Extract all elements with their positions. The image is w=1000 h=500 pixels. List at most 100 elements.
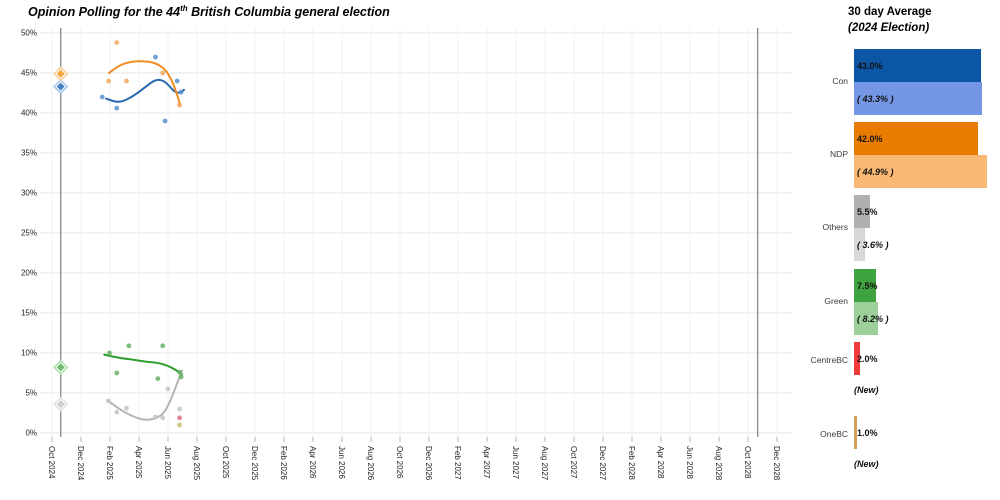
x-tick-label: Apr 2028 xyxy=(656,446,665,479)
y-tick-label: 30% xyxy=(21,189,37,198)
poll-point-ndp xyxy=(177,102,183,108)
poll-point-con xyxy=(153,54,158,60)
x-tick-label: Apr 2027 xyxy=(482,446,491,479)
x-tick-label: Dec 2028 xyxy=(772,446,781,481)
x-tick-label: Oct 2027 xyxy=(569,446,578,479)
x-tick-label: Aug 2025 xyxy=(192,446,201,481)
x-tick-label: Dec 2024 xyxy=(76,446,85,481)
chart-title-suffix: British Columbia general election xyxy=(187,5,390,20)
poll-point-others xyxy=(153,414,158,420)
party-label-others: Others xyxy=(822,222,848,232)
avg-bar-onebc: 1.0% xyxy=(854,416,878,449)
avg-value-label: 5.5% xyxy=(857,206,878,217)
avg-value-label: 1.0% xyxy=(857,427,878,438)
poll-point-onebc xyxy=(177,422,183,428)
x-tick-label: Dec 2025 xyxy=(250,446,259,481)
polling-plot: 0% 5% 10% 15% 20% 25% 30% 35% 40% 45% 50% Oct 2024 D… xyxy=(21,28,792,481)
x-tick-label: Jun 2026 xyxy=(337,446,346,479)
y-tick-label: 35% xyxy=(21,149,37,158)
party-label-con: Con xyxy=(832,76,848,86)
avg-bar-centrebc: 2.0% xyxy=(854,342,878,375)
x-tick-label: Aug 2027 xyxy=(540,446,549,481)
election-value-label: ( 43.3% ) xyxy=(857,93,894,104)
x-tick-label: Aug 2026 xyxy=(366,446,375,481)
x-tick-label: Dec 2027 xyxy=(598,446,607,481)
chart-title-prefix: Opinion Polling for the 44 xyxy=(28,5,181,20)
chart-title-ordinal: th xyxy=(180,4,188,13)
party-label-onebc: OneBC xyxy=(820,429,848,439)
legend-panel: 30 day Average (2024 Election) Con 43.0% (… xyxy=(800,0,1000,500)
poll-point-others xyxy=(114,409,120,415)
y-tick-label: 20% xyxy=(21,269,37,278)
poll-point-green xyxy=(177,369,183,375)
poll-point-others xyxy=(160,415,166,421)
legend-header: 30 day Average (2024 Election) xyxy=(848,4,932,36)
x-tick-label: Apr 2026 xyxy=(308,446,317,479)
poll-point-ndp xyxy=(124,78,129,84)
trend-line-ndp xyxy=(108,60,182,106)
poll-point-others xyxy=(106,398,111,404)
trend-line-green xyxy=(103,353,184,376)
election-value-label: ( 8.2% ) xyxy=(857,313,889,324)
avg-value-label: 2.0% xyxy=(857,353,878,364)
avg-value-label: 7.5% xyxy=(857,280,878,291)
election-value-label: ( 3.6% ) xyxy=(857,239,889,250)
poll-point-con xyxy=(114,105,120,111)
x-tick-label: Feb 2025 xyxy=(105,446,114,480)
poll-point-con xyxy=(162,118,168,124)
poll-point-con xyxy=(174,78,180,84)
election-bar-green: ( 8.2% ) xyxy=(854,302,889,335)
avg-bar-green: 7.5% xyxy=(854,269,878,302)
poll-point-ndp xyxy=(106,78,111,84)
y-tick-label: 0% xyxy=(25,429,37,438)
poll-point-green xyxy=(155,376,161,381)
x-tick-label: Jun 2025 xyxy=(163,446,172,479)
trend-line-con xyxy=(105,78,185,103)
poll-point-green xyxy=(160,343,166,349)
y-tick-label: 15% xyxy=(21,309,37,318)
y-tick-label: 5% xyxy=(25,389,37,398)
x-tick-label: Oct 2024 xyxy=(47,446,56,479)
x-tick-label: Feb 2028 xyxy=(627,446,636,480)
poll-point-con xyxy=(99,94,105,100)
y-tick-label: 40% xyxy=(21,109,37,118)
poll-point-others xyxy=(177,406,183,412)
poll-point-green xyxy=(107,350,112,356)
x-tick-label: Dec 2026 xyxy=(424,446,433,481)
poll-point-ndp xyxy=(114,40,120,45)
election-marker-ndp xyxy=(56,69,65,78)
election-bar-others: ( 3.6% ) xyxy=(854,228,889,261)
x-tick-label: Jun 2027 xyxy=(511,446,520,479)
poll-point-ndp xyxy=(160,70,166,76)
party-label-centrebc: CentreBC xyxy=(810,355,848,365)
poll-point-con xyxy=(178,89,184,95)
avg-bar-con: 43.0% xyxy=(854,49,982,82)
avg-value-label: 42.0% xyxy=(857,133,883,144)
x-tick-label: Aug 2028 xyxy=(714,446,723,481)
party-label-green: Green xyxy=(824,296,848,306)
new-party-label: (New) xyxy=(854,385,879,395)
x-tick-label: Oct 2026 xyxy=(395,446,404,479)
election-marker-green xyxy=(56,363,65,372)
y-tick-label: 50% xyxy=(21,29,37,38)
x-tick-label: Oct 2025 xyxy=(221,446,230,479)
election-marker-con xyxy=(56,82,65,91)
x-tick-label: Feb 2027 xyxy=(453,446,462,480)
poll-point-centrebc xyxy=(177,415,183,421)
avg-bar-others: 5.5% xyxy=(854,195,878,228)
legend-subtitle: (2024 Election) xyxy=(848,22,930,34)
x-tick-label: Apr 2025 xyxy=(134,446,143,479)
avg-value-label: 43.0% xyxy=(857,60,883,71)
poll-point-others xyxy=(124,405,129,411)
poll-point-green xyxy=(126,343,132,349)
election-bar-ndp: ( 44.9% ) xyxy=(854,155,987,188)
poll-point-others xyxy=(165,386,171,392)
x-tick-label: Feb 2026 xyxy=(279,446,288,480)
election-value-label: ( 44.9% ) xyxy=(857,166,894,177)
x-tick-label: Oct 2028 xyxy=(743,446,752,479)
new-party-label: (New) xyxy=(854,459,879,469)
chart-title: Opinion Polling for the 44th British Col… xyxy=(28,4,390,19)
poll-point-green xyxy=(178,374,184,380)
avg-bar-ndp: 42.0% xyxy=(854,122,979,155)
